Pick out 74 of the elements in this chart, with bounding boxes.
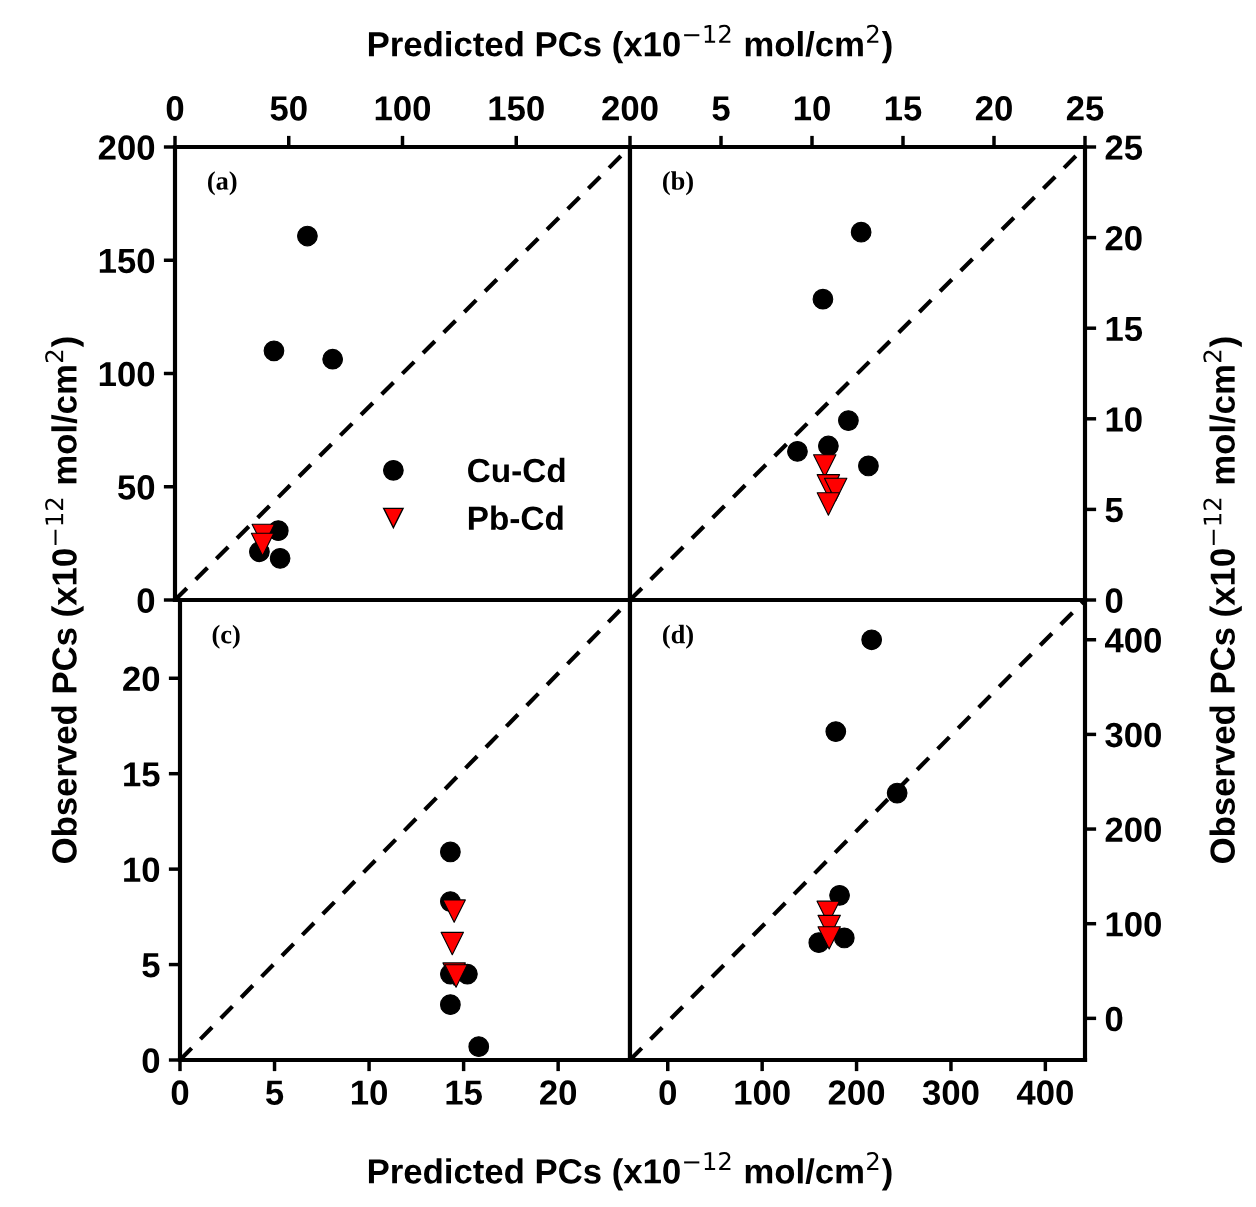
x-tick-label: 50 [270, 96, 307, 121]
x-tick-label: 20 [540, 1080, 577, 1105]
y-tick-label: 20 [1105, 225, 1142, 251]
y-tick-label: 25 [1105, 135, 1143, 160]
y-tick-label: 5 [142, 953, 160, 978]
y-tick-label: 15 [124, 762, 160, 787]
x-tick-label: 10 [794, 96, 830, 121]
y-tick-label: 400 [1104, 628, 1161, 653]
x-tick-label: 5 [712, 96, 730, 121]
x-axis-title: Predicted PCs (x10$^{−12}$ mol/cm$^{2}$) [368, 24, 892, 64]
y-tick-label: 20 [123, 666, 160, 692]
y-tick-label: 0 [1105, 1006, 1123, 1032]
x-tick-label: 25 [1066, 96, 1104, 121]
point [250, 532, 275, 557]
point [787, 441, 808, 462]
y-tick-label: 10 [124, 857, 160, 883]
point [440, 931, 465, 956]
y-tick-label: 50 [118, 475, 155, 500]
point [812, 288, 834, 310]
legend-label: Pb-Cd [468, 505, 563, 531]
y-axis-title: Observed PCs (x10$^{−12}$ mol/cm$^{2}$) [1203, 337, 1242, 863]
y-tick-label: 100 [1106, 912, 1161, 937]
point [818, 435, 839, 457]
x-tick-label: 0 [166, 96, 184, 121]
y-tick-label: 300 [1105, 722, 1161, 748]
point [816, 492, 841, 516]
annotation: (c) [212, 624, 240, 649]
x-tick-label: 150 [489, 96, 544, 121]
y-tick-label: 200 [98, 135, 155, 160]
y-axis-title: Observed PCs (x10$^{−12}$ mol/cm$^{2}$) [45, 337, 84, 863]
y-tick-label: 0 [137, 588, 155, 613]
point [468, 1036, 490, 1058]
point [850, 221, 872, 243]
point [442, 899, 466, 923]
y-tick-label: 5 [1105, 498, 1123, 523]
x-tick-label: 200 [602, 96, 658, 121]
y-tick-label: 200 [1105, 817, 1161, 842]
y-tick-label: 150 [99, 248, 155, 274]
x-tick-label: 15 [446, 1080, 482, 1105]
point [861, 629, 883, 651]
x-tick-label: 200 [828, 1080, 885, 1105]
x-tick-label: 400 [1016, 1080, 1073, 1105]
point [825, 721, 847, 742]
y-tick-label: 0 [142, 1048, 160, 1073]
point [838, 410, 859, 431]
annotation: (a) [208, 171, 237, 196]
x-tick-label: 15 [885, 96, 922, 121]
point [269, 547, 291, 569]
y-tick-label: 100 [99, 361, 155, 387]
point [440, 994, 461, 1016]
point [858, 455, 879, 477]
x-tick-label: 20 [975, 96, 1012, 121]
point [263, 340, 285, 362]
annotation: (d) [663, 624, 693, 649]
point [817, 926, 841, 950]
point [297, 225, 318, 247]
point [886, 782, 908, 804]
x-tick-label: 0 [659, 1080, 676, 1105]
x-tick-label: 5 [265, 1080, 284, 1105]
point [322, 348, 344, 370]
x-tick-label: 300 [922, 1080, 979, 1105]
y-tick-label: 10 [1106, 407, 1142, 432]
annotation: (b) [663, 171, 693, 196]
y-tick-label: 15 [1106, 316, 1143, 342]
x-tick-label: 100 [375, 96, 431, 121]
legend-label: Cu-Cd [468, 457, 565, 483]
x-tick-label: 100 [735, 1080, 790, 1105]
x-tick-label: 10 [351, 1080, 387, 1105]
point [440, 841, 461, 863]
x-axis-title: Predicted PCs (x10$^{−12}$ mol/cm$^{2}$) [368, 1152, 892, 1191]
y-tick-label: 0 [1105, 588, 1123, 613]
point [829, 884, 850, 906]
point [833, 927, 855, 949]
x-tick-label: 0 [171, 1080, 189, 1105]
